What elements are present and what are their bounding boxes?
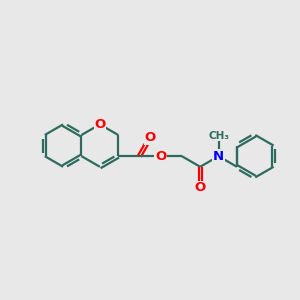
Text: O: O	[155, 150, 166, 163]
Text: CH₃: CH₃	[208, 131, 229, 141]
Text: N: N	[213, 150, 224, 163]
Text: O: O	[195, 182, 206, 194]
Text: O: O	[94, 118, 106, 131]
Text: O: O	[144, 131, 156, 144]
